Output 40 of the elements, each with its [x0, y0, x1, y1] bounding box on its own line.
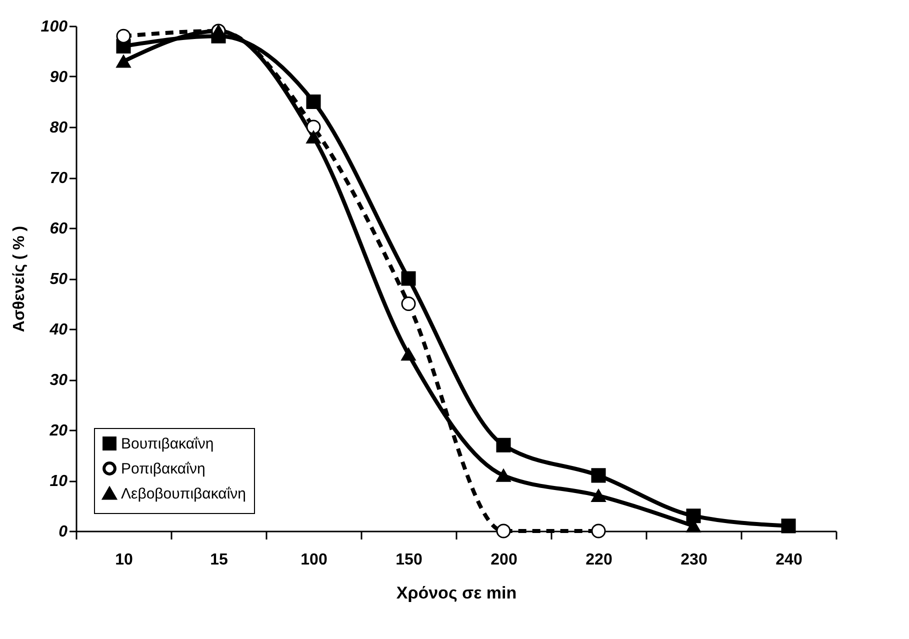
- x-tick-label: 15: [210, 552, 228, 568]
- y-tick-label: 30: [50, 372, 68, 389]
- point: [401, 271, 416, 286]
- x-tick-label: 220: [586, 552, 612, 568]
- x-tick-label: 200: [490, 552, 518, 568]
- y-tick-label: 80: [50, 120, 68, 136]
- y-tick-label: 0: [58, 524, 68, 540]
- x-tick-label: 100: [300, 552, 328, 568]
- point: [496, 469, 511, 482]
- point: [116, 54, 131, 68]
- legend-label: Βουπιβακαΐνη: [121, 436, 214, 452]
- y-tick-label: 40: [48, 322, 68, 338]
- y-tick-label: 20: [48, 422, 68, 440]
- point: [591, 524, 606, 538]
- point: [591, 468, 606, 483]
- point: [781, 518, 796, 534]
- y-tick-label: 10: [50, 473, 68, 490]
- legend-label: Λεβοβουπιβακαΐνη: [121, 486, 246, 502]
- y-axis-title: Ασθενείς ( % ): [10, 226, 28, 332]
- point: [686, 508, 701, 524]
- legend-label: Ροπιβακαΐνη: [121, 460, 206, 478]
- y-tick-label: 60: [50, 220, 68, 238]
- point: [116, 28, 131, 44]
- y-tick-label: 100: [40, 18, 68, 36]
- x-tick-label: 240: [776, 552, 802, 568]
- y-tick-label: 90: [50, 69, 68, 86]
- x-tick-label: 150: [396, 552, 422, 568]
- point: [496, 524, 511, 538]
- y-tick-label: 70: [50, 170, 68, 187]
- x-tick-label: 230: [680, 552, 708, 568]
- x-axis-title: Χρόνος σε min: [396, 584, 517, 602]
- point: [401, 348, 416, 361]
- y-tick-label: 50: [50, 271, 68, 288]
- point: [306, 94, 321, 110]
- point: [401, 296, 416, 312]
- point: [591, 489, 606, 502]
- point: [306, 130, 321, 144]
- point: [306, 120, 321, 134]
- x-tick-label: 10: [115, 552, 133, 568]
- point: [496, 438, 511, 452]
